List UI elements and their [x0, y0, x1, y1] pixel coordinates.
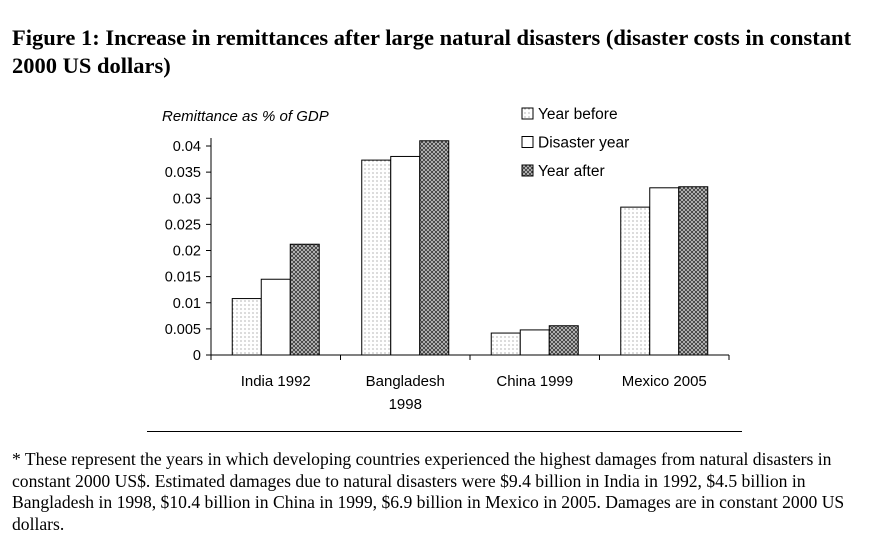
- x-tick-label: Mexico 2005: [622, 373, 707, 390]
- y-tick-label: 0.03: [173, 191, 201, 207]
- legend-label: Year after: [538, 163, 605, 180]
- y-tick-label: 0.035: [165, 165, 201, 181]
- bar: [490, 332, 521, 356]
- legend-swatch: [521, 107, 534, 120]
- legend-label: Disaster year: [538, 135, 629, 152]
- y-tick-label: 0.025: [165, 217, 201, 233]
- x-tick-label: India 1992: [241, 373, 311, 390]
- y-tick-label: 0.01: [173, 296, 201, 312]
- y-tick-label: 0: [193, 348, 201, 364]
- bar: [260, 278, 291, 356]
- y-tick-label: 0.04: [173, 139, 201, 155]
- legend-label: Year before: [538, 106, 618, 123]
- x-tick-label: Bangladesh: [366, 373, 445, 390]
- bar: [548, 325, 579, 356]
- bar: [649, 187, 680, 356]
- bar: [419, 140, 450, 356]
- bar: [361, 159, 392, 356]
- bar: [519, 329, 550, 356]
- figure-title: Figure 1: Increase in remittances after …: [12, 25, 852, 78]
- y-tick-label: 0.02: [173, 244, 201, 260]
- x-tick-label: China 1999: [496, 373, 573, 390]
- bar-chart: Remittance as % of GDP 0.04 0.035 0.03 0.025…: [162, 106, 730, 413]
- legend-swatch: [521, 164, 534, 177]
- footnote: * These represent the years in which dev…: [12, 449, 845, 534]
- bar: [231, 298, 262, 356]
- bar: [620, 206, 651, 356]
- chart-bottom-border: [147, 431, 742, 432]
- y-axis-label: Remittance as % of GDP: [162, 108, 329, 125]
- y-tick-label: 0.015: [165, 270, 201, 286]
- legend-swatch: [521, 136, 534, 148]
- y-tick-label: 0.005: [165, 322, 201, 338]
- bar: [678, 186, 709, 356]
- x-tick-label: 1998: [389, 396, 422, 413]
- bar: [289, 243, 320, 356]
- bar: [390, 155, 421, 356]
